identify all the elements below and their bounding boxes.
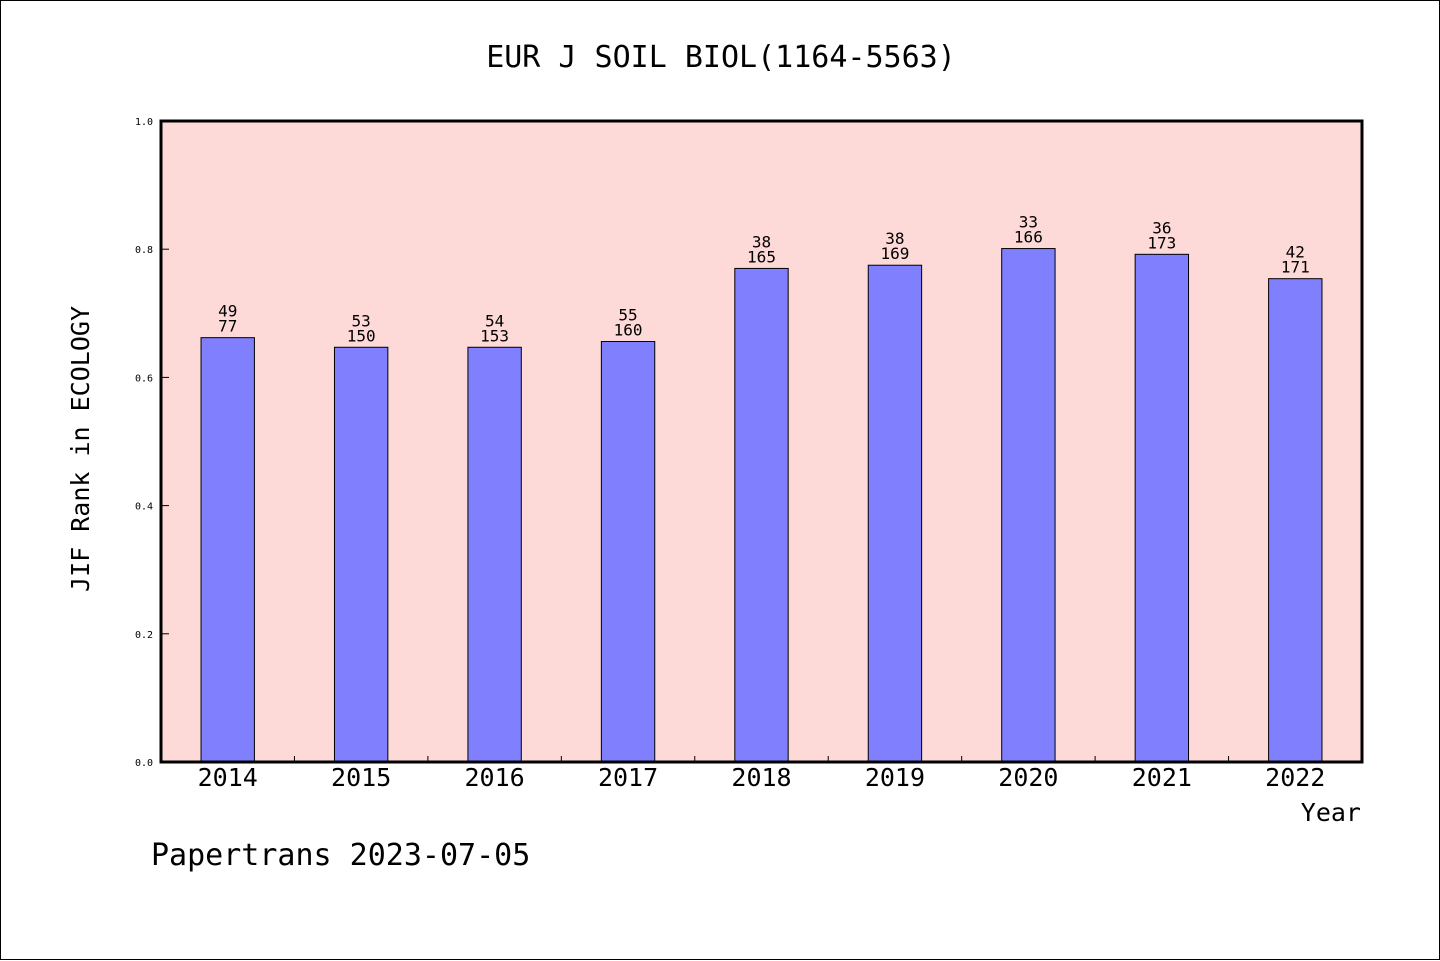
y-tick-label: 0.8 — [135, 245, 153, 256]
x-tick-label-2018: 2018 — [731, 763, 791, 792]
x-tick-label-2017: 2017 — [598, 763, 658, 792]
x-axis-label: Year — [1301, 798, 1361, 827]
y-tick-label: 0.0 — [135, 758, 153, 769]
chart-title: EUR J SOIL BIOL(1164-5563) — [486, 40, 956, 75]
bar-2018 — [734, 267, 789, 763]
x-tick-label-2016: 2016 — [465, 763, 525, 792]
total-label-2014: 77 — [218, 317, 237, 336]
y-axis-label: JIF Rank in ECOLOGY — [66, 306, 95, 592]
bar-2017 — [600, 341, 656, 763]
total-label-2016: 153 — [480, 326, 509, 345]
rank-label-2015: 53 — [352, 311, 371, 330]
rank-label-2020: 33 — [1019, 213, 1038, 232]
rank-label-2018: 38 — [752, 232, 771, 251]
total-label-2018: 165 — [747, 247, 776, 266]
bar-2015 — [333, 346, 389, 763]
total-label-2021: 173 — [1147, 233, 1176, 252]
y-tick-label: 0.2 — [135, 630, 153, 641]
y-tick-label: 0.6 — [135, 373, 153, 384]
rank-label-2014: 49 — [218, 302, 237, 321]
bar-2020 — [1001, 248, 1056, 763]
rank-label-2019: 38 — [885, 229, 904, 248]
x-tick-label-2022: 2022 — [1265, 763, 1325, 792]
x-tick-label-2019: 2019 — [865, 763, 925, 792]
bar-2016 — [467, 346, 522, 763]
y-tick-label: 1.0 — [135, 117, 153, 128]
bars-layer — [200, 248, 1323, 763]
x-tick-label-2015: 2015 — [331, 763, 391, 792]
rank-label-2022: 42 — [1286, 243, 1305, 262]
total-label-2020: 166 — [1014, 228, 1043, 247]
footer-watermark: Papertrans 2023-07-05 — [151, 838, 530, 873]
y-tick-label: 0.4 — [135, 502, 153, 513]
bar-2021 — [1134, 253, 1190, 763]
bar-2019 — [867, 264, 923, 763]
x-axis: 2014 2015 2016 2017 2018 2019 2020 2021 2022 — [198, 756, 1325, 792]
x-tick-label-2021: 2021 — [1132, 763, 1192, 792]
rank-label-2017: 55 — [618, 306, 637, 325]
total-label-2019: 169 — [880, 244, 909, 263]
x-tick-label-2020: 2020 — [998, 763, 1058, 792]
bar-2022 — [1268, 278, 1323, 763]
plot-border — [159, 119, 1364, 764]
x-tick-label-2014: 2014 — [198, 763, 258, 792]
rank-label-2016: 54 — [485, 311, 504, 330]
bar-2014 — [200, 337, 255, 763]
total-label-2015: 150 — [347, 326, 376, 345]
total-label-2022: 171 — [1281, 258, 1310, 277]
total-label-2017: 160 — [614, 321, 643, 340]
rank-label-2021: 36 — [1152, 218, 1171, 237]
